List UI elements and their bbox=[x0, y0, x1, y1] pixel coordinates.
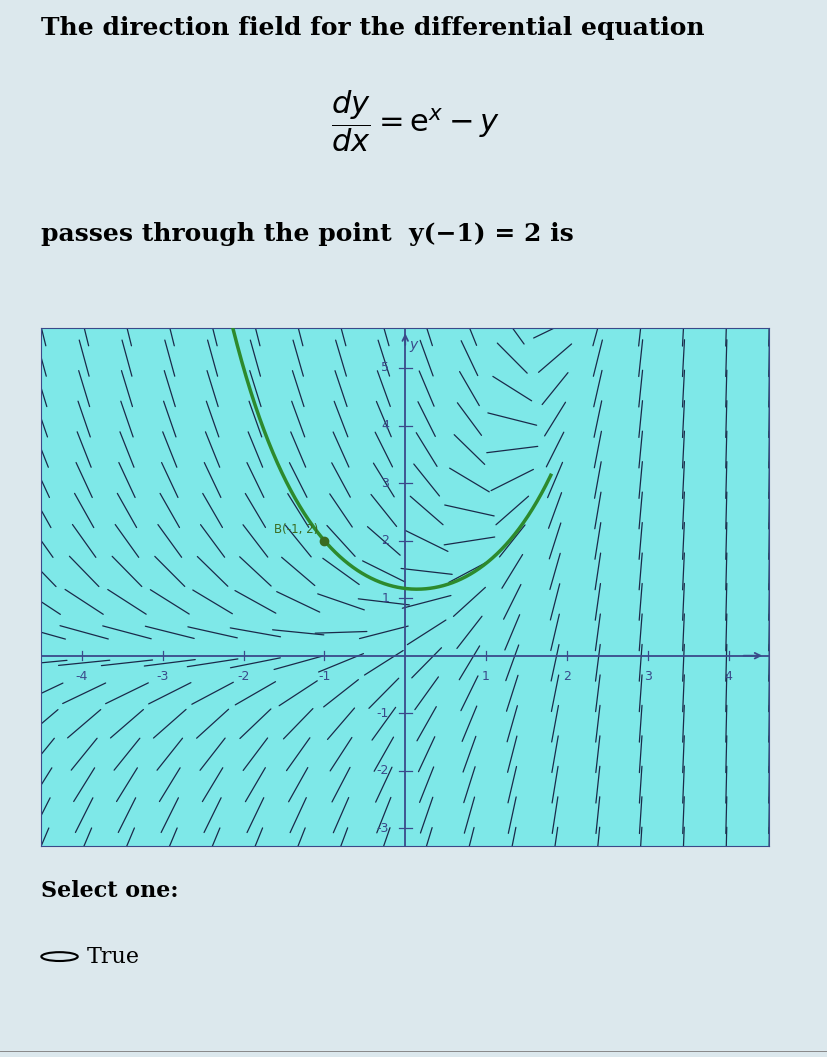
Text: 5: 5 bbox=[381, 361, 389, 374]
Text: Select one:: Select one: bbox=[41, 880, 179, 903]
Text: 1: 1 bbox=[381, 592, 389, 605]
Text: -1: -1 bbox=[376, 707, 389, 720]
Text: 4: 4 bbox=[724, 670, 733, 683]
Text: 3: 3 bbox=[381, 477, 389, 489]
Text: -2: -2 bbox=[376, 764, 389, 777]
Text: -1: -1 bbox=[318, 670, 331, 683]
Text: -4: -4 bbox=[75, 670, 88, 683]
Text: 2: 2 bbox=[563, 670, 571, 683]
Text: -3: -3 bbox=[156, 670, 169, 683]
Text: -2: -2 bbox=[237, 670, 250, 683]
Text: The direction field for the differential equation: The direction field for the differential… bbox=[41, 16, 705, 40]
Text: 1: 1 bbox=[482, 670, 490, 683]
Text: 4: 4 bbox=[381, 419, 389, 432]
Text: passes through the point  y(−1) = 2 is: passes through the point y(−1) = 2 is bbox=[41, 222, 574, 246]
Text: 3: 3 bbox=[644, 670, 652, 683]
Text: 2: 2 bbox=[381, 534, 389, 548]
Text: B(-1, 2): B(-1, 2) bbox=[274, 523, 318, 536]
Text: -3: -3 bbox=[376, 822, 389, 835]
Text: True: True bbox=[87, 946, 140, 967]
Text: y: y bbox=[409, 338, 418, 352]
Text: $\dfrac{dy}{dx} = \mathrm{e}^{x} - y$: $\dfrac{dy}{dx} = \mathrm{e}^{x} - y$ bbox=[331, 89, 500, 154]
